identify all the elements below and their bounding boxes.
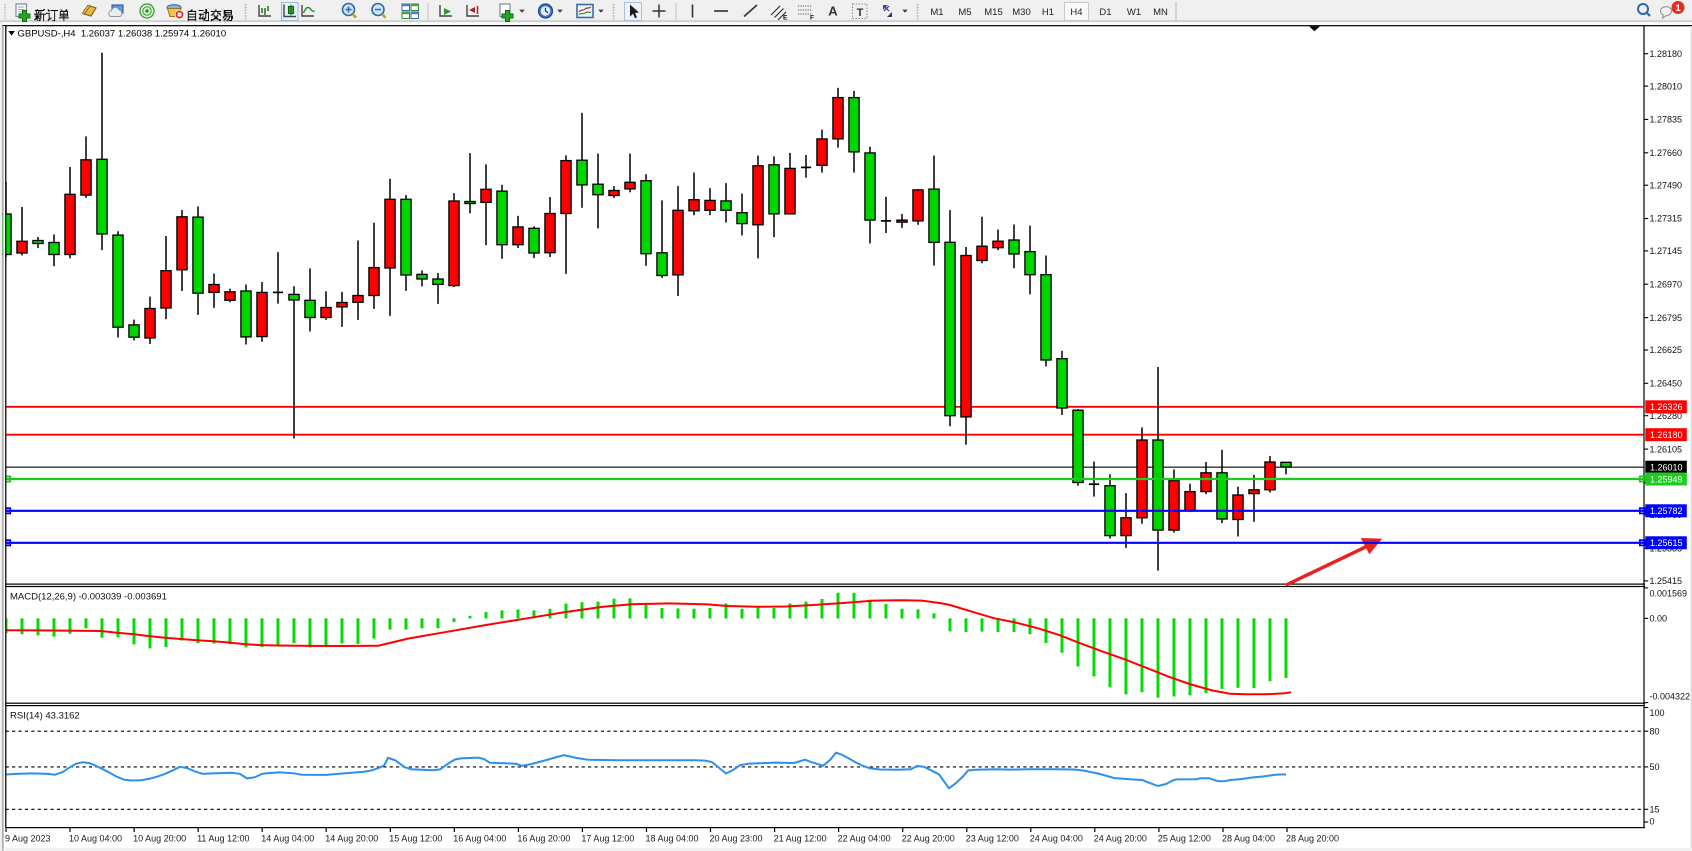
svg-text:1.25615: 1.25615 bbox=[1650, 538, 1683, 548]
svg-text:0.00: 0.00 bbox=[1650, 614, 1668, 624]
svg-text:0: 0 bbox=[1650, 817, 1655, 827]
svg-text:1.26326: 1.26326 bbox=[1650, 402, 1683, 412]
svg-text:18 Aug 04:00: 18 Aug 04:00 bbox=[646, 834, 699, 844]
svg-text:1.27660: 1.27660 bbox=[1650, 148, 1683, 158]
svg-text:D1: D1 bbox=[1099, 7, 1111, 18]
svg-text:25 Aug 12:00: 25 Aug 12:00 bbox=[1158, 834, 1211, 844]
svg-text:1.26010: 1.26010 bbox=[1650, 463, 1683, 473]
svg-text:MN: MN bbox=[1153, 7, 1168, 18]
svg-text:1.26970: 1.26970 bbox=[1650, 279, 1683, 289]
svg-text:1.27835: 1.27835 bbox=[1650, 115, 1683, 125]
svg-text:21 Aug 12:00: 21 Aug 12:00 bbox=[774, 834, 827, 844]
svg-text:100: 100 bbox=[1650, 708, 1665, 718]
svg-text:22 Aug 04:00: 22 Aug 04:00 bbox=[838, 834, 891, 844]
svg-text:M5: M5 bbox=[958, 7, 971, 18]
svg-text:24 Aug 20:00: 24 Aug 20:00 bbox=[1094, 834, 1147, 844]
svg-text:14 Aug 04:00: 14 Aug 04:00 bbox=[261, 834, 314, 844]
svg-text:F: F bbox=[810, 15, 814, 22]
svg-text:M30: M30 bbox=[1012, 7, 1030, 18]
svg-text:24 Aug 04:00: 24 Aug 04:00 bbox=[1030, 834, 1083, 844]
svg-text:20 Aug 23:00: 20 Aug 23:00 bbox=[710, 834, 763, 844]
svg-text:15 Aug 12:00: 15 Aug 12:00 bbox=[389, 834, 442, 844]
svg-text:E: E bbox=[783, 15, 788, 22]
svg-text:M15: M15 bbox=[984, 7, 1002, 18]
svg-text:23 Aug 12:00: 23 Aug 12:00 bbox=[966, 834, 1019, 844]
svg-text:1.26450: 1.26450 bbox=[1650, 379, 1683, 389]
svg-text:1.26180: 1.26180 bbox=[1650, 430, 1683, 440]
svg-text:10 Aug 20:00: 10 Aug 20:00 bbox=[133, 834, 186, 844]
svg-text:H1: H1 bbox=[1042, 7, 1054, 18]
svg-text:15: 15 bbox=[1650, 805, 1660, 815]
svg-text:10 Aug 04:00: 10 Aug 04:00 bbox=[69, 834, 122, 844]
svg-text:22 Aug 20:00: 22 Aug 20:00 bbox=[902, 834, 955, 844]
svg-text:1.25415: 1.25415 bbox=[1650, 576, 1683, 586]
svg-text:MACD(12,26,9) -0.003039 -0.003: MACD(12,26,9) -0.003039 -0.003691 bbox=[10, 592, 167, 603]
svg-text:GBPUSD-,H4 1.26037 1.26038 1.: GBPUSD-,H4 1.26037 1.26038 1.25974 1.260… bbox=[18, 28, 227, 39]
svg-text:11 Aug 12:00: 11 Aug 12:00 bbox=[197, 834, 249, 844]
svg-text:-0.004322: -0.004322 bbox=[1650, 692, 1691, 702]
svg-text:W1: W1 bbox=[1127, 7, 1141, 18]
svg-text:16 Aug 20:00: 16 Aug 20:00 bbox=[517, 834, 570, 844]
svg-text:1.26280: 1.26280 bbox=[1650, 411, 1683, 421]
svg-text:9 Aug 2023: 9 Aug 2023 bbox=[5, 834, 51, 844]
svg-text:1.28010: 1.28010 bbox=[1650, 81, 1683, 91]
svg-text:RSI(14) 43.3162: RSI(14) 43.3162 bbox=[10, 711, 80, 722]
svg-text:1.26105: 1.26105 bbox=[1650, 444, 1683, 454]
svg-text:28 Aug 20:00: 28 Aug 20:00 bbox=[1286, 834, 1339, 844]
svg-text:14 Aug 20:00: 14 Aug 20:00 bbox=[325, 834, 378, 844]
svg-text:1.27490: 1.27490 bbox=[1650, 180, 1683, 190]
svg-text:0.001569: 0.001569 bbox=[1650, 589, 1688, 599]
svg-text:1.25949: 1.25949 bbox=[1650, 474, 1683, 484]
svg-text:1.27145: 1.27145 bbox=[1650, 246, 1683, 256]
svg-text:28 Aug 04:00: 28 Aug 04:00 bbox=[1222, 834, 1275, 844]
svg-text:1.26625: 1.26625 bbox=[1650, 345, 1683, 355]
svg-text:T: T bbox=[857, 7, 864, 19]
svg-text:1: 1 bbox=[1675, 3, 1681, 14]
svg-text:1.26795: 1.26795 bbox=[1650, 313, 1683, 323]
svg-text:50: 50 bbox=[1650, 762, 1660, 772]
svg-text:A: A bbox=[828, 4, 838, 19]
svg-text:M1: M1 bbox=[930, 7, 943, 18]
svg-text:16 Aug 04:00: 16 Aug 04:00 bbox=[453, 834, 506, 844]
svg-text:1.25782: 1.25782 bbox=[1650, 506, 1683, 516]
svg-text:1.27315: 1.27315 bbox=[1650, 214, 1683, 224]
svg-text:17 Aug 12:00: 17 Aug 12:00 bbox=[581, 834, 634, 844]
svg-text:1.28180: 1.28180 bbox=[1650, 49, 1683, 59]
svg-text:80: 80 bbox=[1650, 726, 1660, 736]
svg-text:H4: H4 bbox=[1070, 7, 1082, 18]
